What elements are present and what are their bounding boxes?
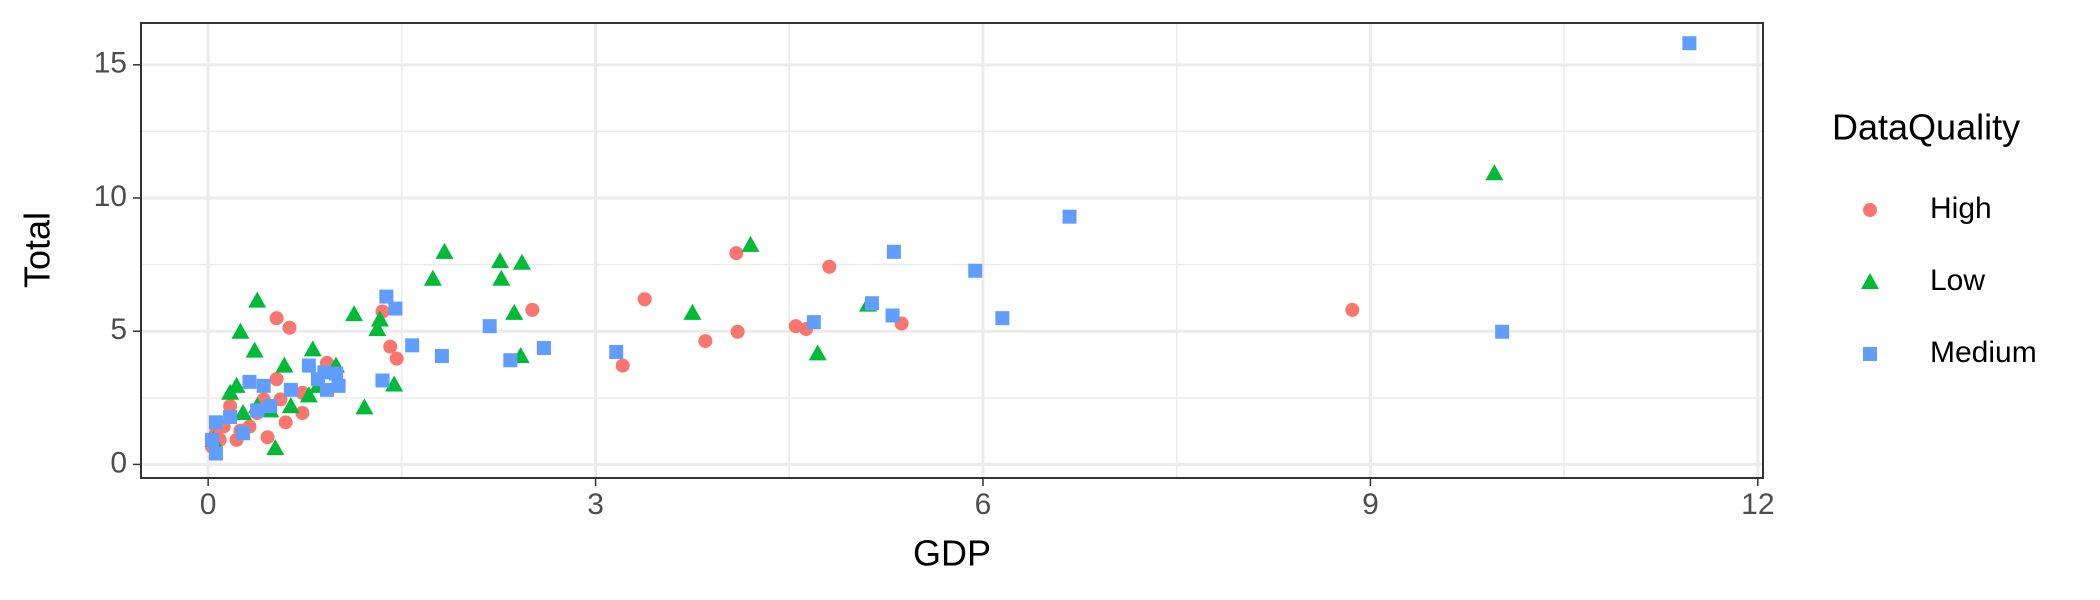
point	[317, 365, 332, 380]
point	[405, 338, 420, 353]
point	[864, 296, 879, 311]
point	[512, 253, 531, 270]
point	[368, 320, 387, 337]
point	[492, 269, 511, 286]
y-tick-label: 0	[110, 446, 127, 479]
x-tick-label: 6	[975, 488, 992, 521]
point	[886, 244, 901, 259]
point	[435, 242, 454, 259]
point	[385, 375, 404, 392]
point	[389, 351, 404, 366]
point	[383, 339, 398, 354]
point	[808, 344, 827, 361]
point	[423, 269, 442, 286]
point	[379, 289, 394, 304]
point	[283, 382, 298, 397]
point	[329, 366, 344, 381]
point	[269, 311, 284, 326]
point	[301, 358, 316, 373]
point	[242, 374, 257, 389]
x-tick-label: 9	[1362, 488, 1379, 521]
point	[375, 373, 390, 388]
point	[885, 308, 900, 323]
point	[275, 356, 294, 373]
point	[205, 432, 220, 447]
point	[281, 397, 300, 414]
point	[256, 378, 271, 393]
point	[730, 324, 745, 339]
point	[370, 310, 389, 327]
point	[806, 315, 821, 330]
point	[331, 378, 346, 393]
legend-label: High	[1930, 192, 1992, 225]
point	[223, 399, 238, 414]
point	[609, 344, 624, 359]
point	[536, 341, 551, 355]
point	[248, 291, 267, 308]
y-tick-label: 15	[94, 47, 127, 80]
point	[319, 382, 334, 397]
point	[637, 292, 652, 307]
point	[1495, 324, 1510, 339]
point	[355, 398, 374, 415]
point	[968, 263, 983, 278]
y-tick-label: 10	[94, 180, 127, 213]
point	[231, 322, 250, 339]
point	[683, 303, 702, 320]
legend-title: DataQuality	[1832, 107, 2020, 148]
point	[236, 426, 251, 441]
point	[1485, 164, 1504, 181]
point	[208, 415, 223, 430]
point	[227, 376, 246, 393]
x-tick-label: 12	[1741, 488, 1774, 521]
point	[223, 409, 238, 424]
point	[503, 353, 518, 368]
point	[505, 303, 524, 320]
point	[615, 358, 630, 373]
point	[729, 246, 744, 261]
point	[266, 439, 285, 456]
point	[741, 235, 760, 252]
x-axis-title: GDP	[913, 533, 991, 574]
point	[269, 372, 284, 387]
point	[208, 446, 223, 461]
point	[303, 340, 322, 357]
point	[299, 386, 318, 403]
point	[482, 319, 497, 334]
y-axis-title: Total	[17, 212, 58, 288]
x-tick-label: 0	[200, 488, 217, 521]
y-tick-label: 5	[110, 313, 127, 346]
legend-symbol	[1863, 203, 1877, 217]
point	[345, 305, 364, 322]
point	[1062, 209, 1077, 224]
legend-label: Low	[1930, 264, 1985, 297]
point	[282, 320, 297, 335]
point	[234, 404, 253, 420]
point	[434, 348, 449, 363]
legend-symbol	[1863, 347, 1877, 361]
point	[1345, 302, 1360, 317]
point	[260, 430, 275, 445]
point	[698, 334, 713, 349]
panel	[141, 23, 1763, 478]
point	[263, 399, 278, 414]
point	[278, 415, 293, 430]
x-tick-label: 3	[587, 488, 604, 521]
panel-border	[140, 22, 1764, 479]
point	[250, 403, 265, 418]
point	[1682, 36, 1697, 51]
point	[822, 259, 837, 274]
legend-symbol	[1861, 273, 1879, 289]
legend-label: Medium	[1930, 336, 2037, 369]
point	[245, 341, 264, 358]
point	[491, 252, 510, 269]
point	[295, 406, 310, 420]
point	[388, 301, 403, 316]
point	[995, 311, 1010, 326]
point	[525, 302, 540, 317]
